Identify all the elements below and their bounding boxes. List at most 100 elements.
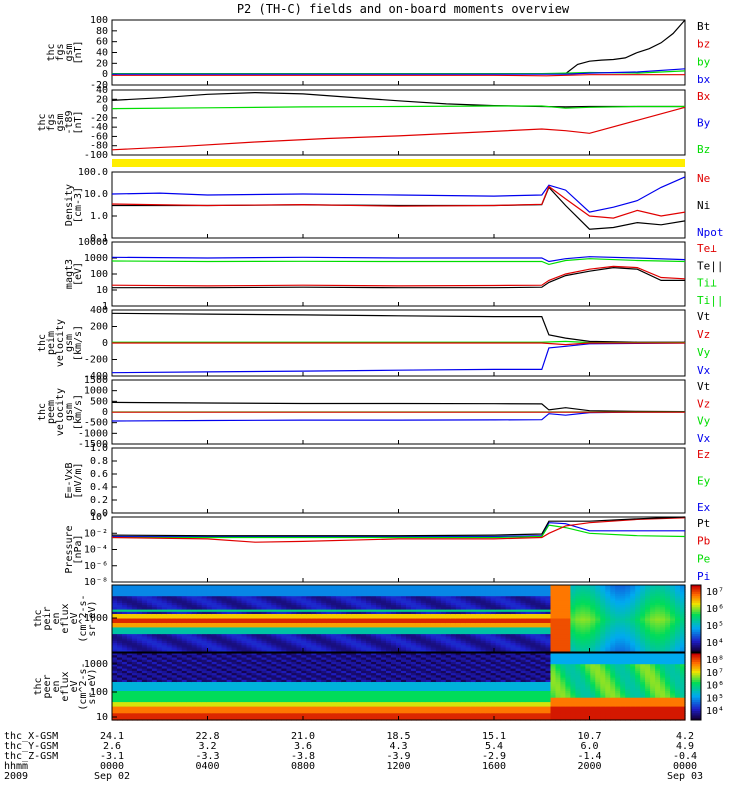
spectrogram-cell (291, 717, 297, 721)
spectrogram-cell (535, 623, 542, 626)
spectrogram-cell (500, 591, 507, 595)
spectrogram-cell (141, 623, 148, 626)
spectrogram-cell (122, 587, 128, 590)
spectrogram-cell (151, 686, 158, 690)
spectrogram-cell (286, 699, 292, 703)
spectrogram-cell (351, 587, 357, 590)
spectrogram-cell (301, 625, 307, 628)
spectrogram-cell (336, 699, 342, 703)
spectrogram-cell (351, 623, 357, 626)
spectrogram-cell (435, 593, 442, 597)
spectrogram-cell (296, 702, 302, 705)
spectrogram-cell (256, 620, 263, 624)
spectrogram-cell (675, 620, 681, 624)
spectrogram-cell (166, 638, 173, 642)
spectrogram-cell (675, 598, 681, 602)
spectrogram-cell (241, 699, 248, 703)
spectrogram-cell (122, 609, 128, 613)
spectrogram-cell (475, 609, 482, 613)
spectrogram-cell (351, 616, 357, 620)
spectrogram-cell (281, 600, 287, 604)
spectrogram-cell (161, 713, 168, 717)
spectrogram-cell (475, 596, 482, 599)
spectrogram-cell (117, 649, 123, 653)
spectrogram-cell (251, 686, 258, 690)
spectrogram-cell (580, 627, 586, 631)
spectrogram-cell (251, 695, 258, 699)
spectrogram-cell (386, 638, 392, 642)
spectrogram-cell (301, 697, 307, 701)
spectrogram-cell (122, 675, 128, 679)
spectrogram-cell (131, 616, 138, 620)
spectrogram-cell (361, 649, 367, 653)
spectrogram-cell (166, 679, 173, 683)
spectrogram-cell (321, 598, 327, 602)
spectrogram-cell (226, 670, 233, 674)
spectrogram-cell (640, 629, 646, 633)
spectrogram-cell (246, 677, 253, 681)
spectrogram-cell (326, 702, 332, 705)
spectrogram-cell (286, 638, 292, 642)
spectrogram-cell (231, 708, 238, 712)
spectrogram-cell (276, 605, 282, 608)
spectrogram-cell (316, 684, 322, 688)
spectrogram-cell (231, 618, 238, 622)
spectrogram-cell (535, 649, 542, 653)
spectrogram-cell (216, 679, 223, 683)
spectrogram-cell (480, 640, 487, 644)
spectrogram-cell (356, 623, 362, 626)
spectrogram-cell (271, 645, 277, 649)
spectrogram-cell (445, 627, 452, 631)
spectrogram-cell (455, 620, 462, 624)
spectrogram-cell (356, 645, 362, 649)
spectrogram-cell (311, 699, 317, 703)
spectrogram-cell (122, 717, 128, 721)
spectrogram-cell (485, 634, 492, 637)
spectrogram-cell (171, 704, 178, 708)
spectrogram-cell (151, 664, 158, 667)
spectrogram-cell (146, 666, 153, 670)
spectrogram-cell (281, 611, 287, 615)
spectrogram-cell (351, 627, 357, 631)
spectrogram-cell (281, 659, 287, 663)
spectrogram-cell (151, 623, 158, 626)
spectrogram-cell (415, 645, 422, 649)
spectrogram-cell (181, 659, 188, 663)
spectrogram-cell (575, 607, 581, 611)
spectrogram-cell (635, 643, 641, 646)
spectrogram-cell (530, 589, 537, 593)
spectrogram-cell (236, 605, 243, 608)
spectrogram-cell (326, 706, 332, 710)
spectrogram-cell (196, 618, 203, 622)
spectrogram-cell (261, 634, 268, 637)
spectrogram-cell (316, 704, 322, 708)
spectrogram-cell (326, 679, 332, 683)
spectrogram-cell (425, 618, 432, 622)
spectrogram-cell (356, 682, 362, 685)
spectrogram-cell (161, 614, 168, 617)
spectrogram-cell (565, 605, 571, 608)
spectrogram-cell (550, 634, 557, 637)
spectrogram-cell (650, 636, 656, 640)
spectrogram-cell (112, 713, 118, 717)
spectrogram-cell (361, 605, 367, 608)
spectrogram-cell (505, 620, 512, 624)
spectrogram-cell (435, 625, 442, 628)
spectrogram-cell (640, 649, 646, 653)
spectrogram-cell (151, 649, 158, 653)
spectrogram-cell (386, 625, 392, 628)
spectrogram-cell (136, 602, 143, 606)
spectrogram-cell (266, 717, 273, 721)
spectrogram-cell (595, 638, 601, 642)
spectrogram-cell (341, 643, 347, 646)
spectrogram-cell (336, 616, 342, 620)
spectrogram-cell (630, 647, 636, 651)
spectrogram-cell (590, 607, 596, 611)
spectrogram-cell (525, 589, 532, 593)
spectrogram-cell (291, 609, 297, 613)
spectrogram-cell (381, 649, 387, 653)
spectrogram-cell (286, 589, 292, 593)
spectrogram-cell (211, 627, 218, 631)
spectrogram-cell (276, 598, 282, 602)
spectrogram-cell (131, 607, 138, 611)
